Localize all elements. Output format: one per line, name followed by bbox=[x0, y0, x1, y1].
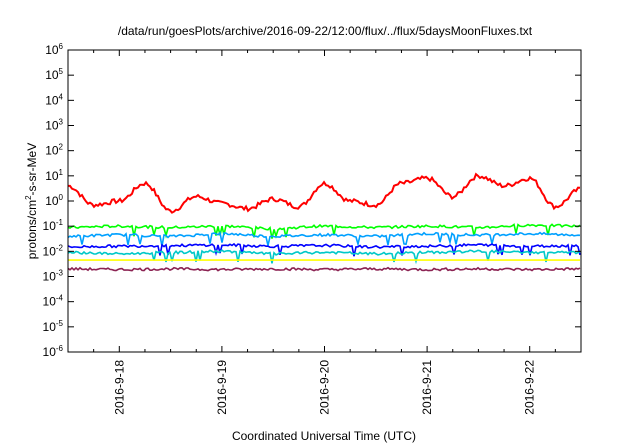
series-line bbox=[67, 223, 581, 239]
y-axis-label: protons/cm2-s-sr-MeV bbox=[24, 143, 39, 259]
y-tick-label: 10-1 bbox=[43, 218, 64, 233]
y-tick-label: 103 bbox=[45, 118, 63, 133]
y-tick-label: 10-2 bbox=[43, 243, 64, 258]
plot-frame bbox=[67, 49, 582, 353]
x-axis: 2016-9-18 2016-9-19 2016-9-20 2016-9-21 2016… bbox=[67, 50, 582, 415]
y-tick-label: 10-4 bbox=[43, 294, 64, 309]
y-axis-label-rest: -s-sr-MeV bbox=[25, 143, 39, 196]
x-tick-label: 2016-9-19 bbox=[215, 360, 229, 415]
y-axis-label-sup: 2 bbox=[24, 195, 33, 200]
y-tick-label: 101 bbox=[45, 168, 63, 183]
x-tick-label: 2016-9-21 bbox=[420, 360, 434, 415]
x-tick-label: 2016-9-20 bbox=[318, 360, 332, 415]
y-tick-label: 104 bbox=[45, 92, 63, 107]
series-line bbox=[67, 266, 581, 272]
y-tick-label: 10-6 bbox=[43, 344, 64, 359]
x-axis-label: Coordinated Universal Time (UTC) bbox=[232, 429, 416, 443]
chart-title: /data/run/goesPlots/archive/2016-09-22/1… bbox=[118, 24, 533, 38]
y-tick-label: 102 bbox=[45, 143, 63, 158]
series-line bbox=[67, 249, 581, 265]
x-tick-label: 2016-9-18 bbox=[112, 360, 126, 415]
y-tick-label: 10-5 bbox=[43, 319, 64, 334]
y-tick-label: 105 bbox=[45, 67, 63, 82]
y-tick-label: 100 bbox=[45, 193, 63, 208]
series-line bbox=[67, 231, 581, 248]
series-line bbox=[67, 242, 581, 257]
y-axis: 10-6 10-5 10-4 10-3 10-2 10-1 100 101 102 103 104 1… bbox=[43, 42, 581, 359]
y-tick-label: 106 bbox=[45, 42, 63, 57]
x-tick-label: 2016-9-22 bbox=[523, 360, 537, 415]
series-layer bbox=[67, 172, 581, 272]
y-axis-label-base: protons/cm bbox=[25, 200, 39, 259]
series-line bbox=[68, 172, 581, 214]
y-tick-label: 10-3 bbox=[43, 269, 64, 284]
